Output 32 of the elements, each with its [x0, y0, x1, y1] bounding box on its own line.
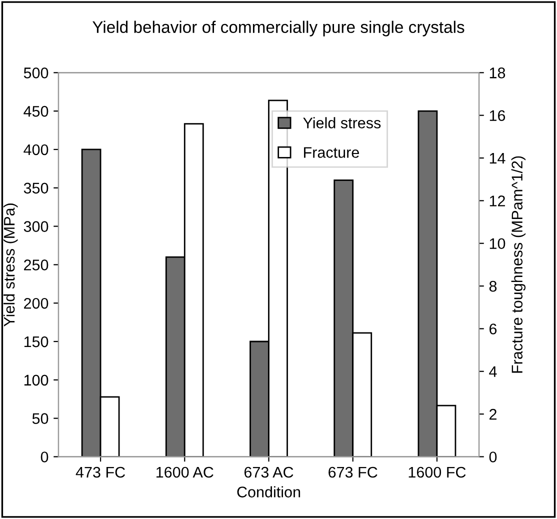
y2-tick-label: 14 [490, 153, 506, 164]
chart-title: Yield behavior of commercially pure single crystals [92, 20, 464, 36]
y-tick-label: 500 [24, 68, 48, 78]
y-tick-label: 350 [24, 182, 48, 194]
y2-tick-label: 4 [489, 366, 497, 377]
y-tick-label: 50 [32, 413, 48, 424]
x-tick-label: 1600 FC [408, 466, 466, 478]
legend-label: Fracture [304, 147, 359, 158]
y2-tick-label: 18 [490, 68, 506, 78]
y2-axis-title: Fracture toughness (MPam^1/2) [511, 156, 526, 373]
y2-tick-label: 10 [490, 238, 506, 250]
legend-label: Yield stress [303, 117, 381, 128]
y-tick-label: 200 [24, 298, 48, 309]
y-tick-label: 0 [40, 452, 48, 462]
y-tick-label: 100 [24, 374, 48, 386]
x-tick-label: 1600 AC [156, 466, 214, 478]
y2-tick-label: 12 [490, 196, 505, 206]
x-tick-label: 673 FC [328, 466, 378, 478]
y-tick-label: 450 [24, 106, 48, 117]
y2-tick-label: 2 [490, 408, 496, 420]
y-tick-label: 300 [24, 221, 48, 232]
x-axis-title: Condition [237, 486, 300, 498]
x-tick-label: 473 FC [76, 466, 126, 478]
y2-tick-label: 8 [489, 280, 497, 292]
x-tick-label: 673 AC [244, 466, 294, 478]
y-tick-label: 150 [24, 336, 48, 348]
y-tick-label: 250 [24, 260, 48, 270]
y-axis-title: Yield stress (MPa) [3, 204, 18, 326]
y-tick-label: 400 [24, 144, 48, 156]
y2-tick-label: 0 [489, 452, 497, 462]
y2-tick-label: 16 [490, 110, 506, 122]
y2-tick-label: 6 [490, 324, 497, 334]
